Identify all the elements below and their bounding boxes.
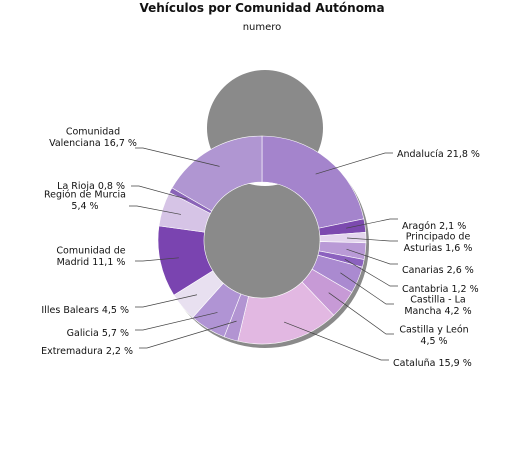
slice-label: Mancha 4,2 %: [404, 306, 471, 317]
leader-line: [340, 272, 394, 305]
leader-line: [344, 258, 398, 287]
slice-label: Madrid 11,1 %: [57, 257, 126, 268]
slice-label: Canarias 2,6 %: [402, 265, 474, 276]
leader-line: [129, 205, 181, 215]
pie-slice-comunidad-valenciana: [171, 135, 263, 212]
leader-line: [135, 147, 220, 167]
leader-line: [283, 321, 389, 361]
slice-label: Asturias 1,6 %: [404, 243, 473, 254]
slice-label: Comunidad: [66, 126, 120, 137]
leader-line: [315, 152, 393, 175]
chart-title: Vehículos por Comunidad Autónoma: [139, 1, 384, 15]
slice-label: Principado de: [406, 231, 471, 242]
leader-line: [135, 257, 179, 262]
leader-line: [328, 292, 394, 335]
leader-line: [135, 312, 218, 331]
slice-label: Cantabria 1,2 %: [402, 284, 479, 295]
leader-line: [346, 237, 398, 242]
slice-label: Galicia 5,7 %: [67, 328, 129, 339]
leader-line: [139, 320, 237, 349]
slice-label: Castilla - La: [410, 294, 465, 305]
slice-label: Valenciana 16,7 %: [49, 138, 137, 149]
leader-line: [346, 218, 398, 229]
slice-label: La Rioja 0,8 %: [57, 181, 125, 192]
slice-label: Extremadura 2,2 %: [41, 346, 133, 357]
leader-line: [135, 294, 198, 308]
slice-label: 4,5 %: [420, 336, 447, 347]
leader-lines: [129, 147, 398, 361]
slice-label: Castilla y León: [399, 324, 468, 335]
leader-line: [346, 248, 398, 265]
slice-label: Aragón 2,1 %: [402, 221, 466, 232]
slice-label: Andalucía 21,8 %: [397, 149, 480, 160]
slice-labels: Andalucía 21,8 % Aragón 2,1 %Principado d…: [41, 126, 480, 369]
slice-label: Región de Murcia: [44, 189, 126, 200]
slice-label: Illes Balears 4,5 %: [41, 305, 129, 316]
slice-label: Cataluña 15,9 %: [393, 358, 472, 369]
chart-subtitle: numero: [243, 22, 282, 33]
slice-label: 5,4 %: [71, 201, 98, 212]
leader-line: [131, 185, 188, 200]
slice-label: Comunidad de: [56, 245, 125, 256]
